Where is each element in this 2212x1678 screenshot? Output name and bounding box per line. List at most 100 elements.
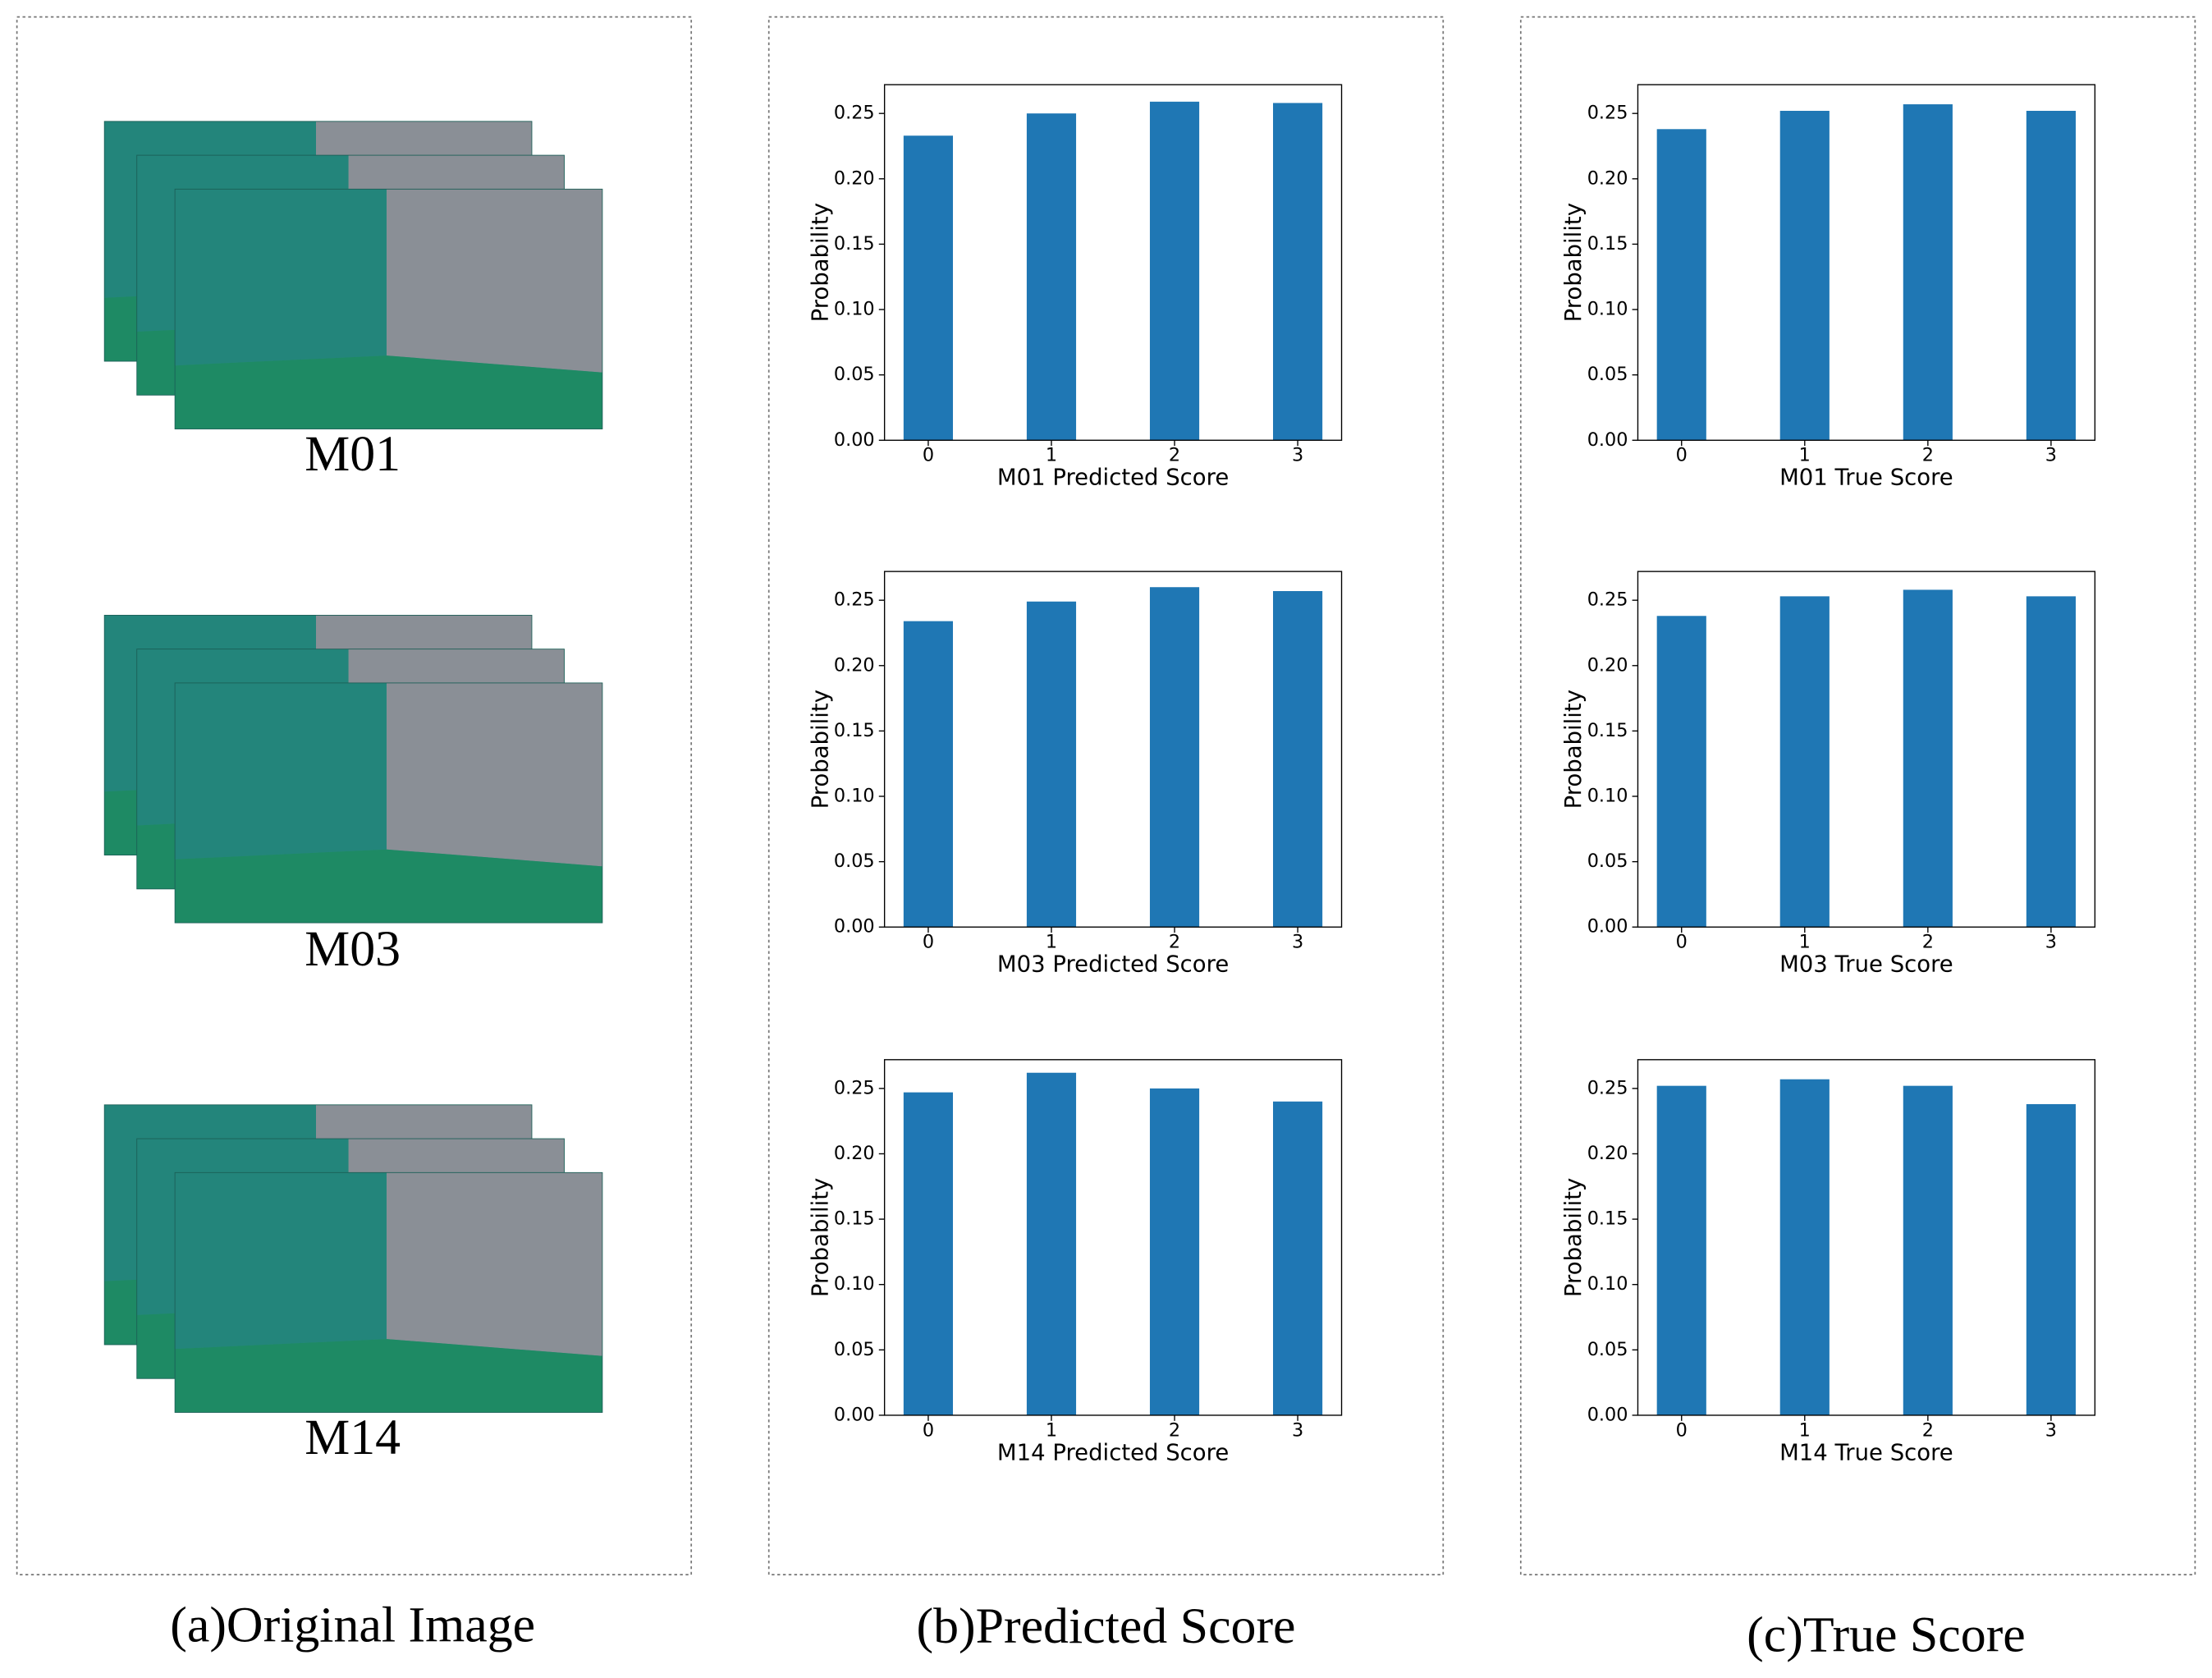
photo-floor xyxy=(175,1339,602,1413)
bar xyxy=(2026,111,2076,441)
bar xyxy=(1903,589,1953,928)
y-tick-label: 0.25 xyxy=(834,103,875,124)
bar xyxy=(1273,103,1323,441)
bar xyxy=(1149,1088,1200,1415)
y-tick-label: 0.15 xyxy=(834,1208,875,1230)
photo-curtain-dark xyxy=(175,189,387,366)
panel-frame xyxy=(1519,16,2196,1576)
bar xyxy=(903,1092,954,1415)
axes-frame xyxy=(1637,1059,2096,1416)
panel-caption: (c)True Score xyxy=(1747,1607,2026,1662)
x-tick-label: 0 xyxy=(1676,1419,1688,1441)
x-tick-label: 0 xyxy=(1676,445,1688,466)
image-label: M03 xyxy=(305,921,401,977)
panel-caption: (a)Original Image xyxy=(170,1597,535,1653)
y-tick-label: 0.00 xyxy=(1587,429,1628,451)
x-tick-label: 2 xyxy=(1922,445,1934,466)
y-tick-label: 0.10 xyxy=(834,1273,875,1295)
y-tick-label: 0.10 xyxy=(1587,786,1628,807)
bar xyxy=(1149,587,1200,928)
y-tick-label: 0.10 xyxy=(1587,299,1628,320)
x-tick-label: 3 xyxy=(1292,445,1303,466)
axes-frame xyxy=(883,84,1343,441)
photo-curtain xyxy=(386,189,602,373)
y-tick-label: 0.25 xyxy=(1587,589,1628,611)
bar xyxy=(1656,1085,1706,1415)
bar xyxy=(1779,596,1830,928)
y-tick-label: 0.20 xyxy=(1587,167,1628,189)
bar xyxy=(1149,101,1200,441)
photo-curtain xyxy=(386,682,602,867)
photo-frame xyxy=(174,188,603,429)
y-tick-label: 0.25 xyxy=(1587,103,1628,124)
bar xyxy=(1026,113,1077,441)
x-tick-label: 2 xyxy=(1169,445,1180,466)
photo-border xyxy=(174,682,603,924)
y-tick-label: 0.00 xyxy=(834,916,875,938)
y-tick-label: 0.00 xyxy=(834,1404,875,1425)
axes-frame xyxy=(1637,84,2096,441)
x-tick-label: 0 xyxy=(923,445,934,466)
bar xyxy=(903,135,954,441)
y-tick-label: 0.00 xyxy=(1587,916,1628,938)
axes-frame xyxy=(883,1059,1343,1416)
y-tick-label: 0.20 xyxy=(834,654,875,676)
x-tick-label: 3 xyxy=(2045,445,2057,466)
y-axis-label: Probability xyxy=(1560,690,1587,809)
panel-frame xyxy=(767,16,1445,1576)
bar xyxy=(1903,1085,1953,1415)
y-tick-label: 0.00 xyxy=(1587,1404,1628,1425)
bar xyxy=(1903,104,1953,441)
bar xyxy=(1026,601,1077,928)
y-tick-label: 0.05 xyxy=(834,364,875,385)
y-tick-label: 0.15 xyxy=(834,720,875,741)
axes-frame xyxy=(883,571,1343,928)
photo-border xyxy=(174,188,603,429)
x-tick-label: 1 xyxy=(1046,445,1057,466)
y-tick-label: 0.05 xyxy=(834,850,875,872)
photo-curtain-dark xyxy=(175,682,387,860)
y-tick-label: 0.10 xyxy=(834,299,875,320)
bar xyxy=(1779,1079,1830,1415)
x-tick-label: 1 xyxy=(1799,932,1811,953)
x-tick-label: 2 xyxy=(1922,932,1934,953)
bar xyxy=(1273,591,1323,928)
y-tick-label: 0.05 xyxy=(1587,850,1628,872)
x-tick-label: 3 xyxy=(1292,1419,1303,1441)
photo-border xyxy=(174,1171,603,1413)
y-tick-label: 0.00 xyxy=(834,429,875,451)
y-tick-label: 0.20 xyxy=(834,167,875,189)
x-tick-label: 1 xyxy=(1046,1419,1057,1441)
x-tick-label: 0 xyxy=(1676,932,1688,953)
photo-frame xyxy=(174,682,603,924)
y-tick-label: 0.05 xyxy=(834,1339,875,1360)
panel-caption: (b)Predicted Score xyxy=(916,1598,1295,1654)
y-tick-label: 0.15 xyxy=(1587,1208,1628,1230)
y-tick-label: 0.20 xyxy=(834,1143,875,1164)
x-tick-label: 3 xyxy=(1292,932,1303,953)
x-tick-label: 1 xyxy=(1046,932,1057,953)
x-tick-label: 2 xyxy=(1922,1419,1934,1441)
y-tick-label: 0.10 xyxy=(834,786,875,807)
y-tick-label: 0.15 xyxy=(1587,720,1628,741)
axes-frame xyxy=(1637,571,2096,928)
x-tick-label: 2 xyxy=(1169,932,1180,953)
bar xyxy=(1779,111,1830,441)
y-tick-label: 0.15 xyxy=(834,233,875,254)
bar xyxy=(1656,616,1706,928)
photo-frame xyxy=(174,1171,603,1413)
image-label: M01 xyxy=(305,426,401,482)
y-tick-label: 0.20 xyxy=(1587,1143,1628,1164)
y-tick-label: 0.15 xyxy=(1587,233,1628,254)
x-axis-label: M14 Predicted Score xyxy=(997,1439,1229,1465)
x-tick-label: 3 xyxy=(2045,932,2057,953)
bar xyxy=(2026,1103,2076,1415)
bar xyxy=(1026,1072,1077,1415)
image-label: M14 xyxy=(305,1410,401,1465)
x-axis-label: M14 True Score xyxy=(1779,1439,1953,1465)
x-tick-label: 1 xyxy=(1799,1419,1811,1441)
panel-frame xyxy=(16,16,693,1576)
x-axis-label: M03 True Score xyxy=(1779,951,1953,978)
x-tick-label: 0 xyxy=(923,1419,934,1441)
